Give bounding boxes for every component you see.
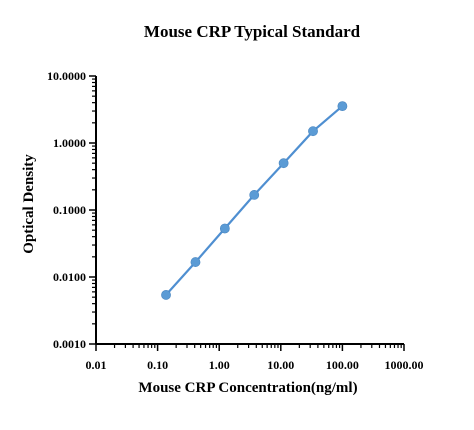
chart-title: Mouse CRP Typical Standard xyxy=(144,22,361,41)
x-tick-label: 1.00 xyxy=(209,358,230,372)
data-point xyxy=(249,190,260,200)
y-tick-label: 10.0000 xyxy=(47,69,86,83)
x-tick-label: 10.00 xyxy=(267,358,294,372)
data-point xyxy=(308,126,318,137)
y-axis-label: Optical Density xyxy=(21,154,37,254)
data-point xyxy=(161,290,171,300)
y-tick-label: 0.0010 xyxy=(53,337,86,351)
data-point xyxy=(337,101,348,112)
x-tick-label: 1000.00 xyxy=(385,358,424,372)
data-series xyxy=(161,101,348,300)
y-tick-label: 0.0100 xyxy=(53,270,86,284)
x-tick-label: 0.01 xyxy=(86,358,107,372)
y-tick-label: 0.1000 xyxy=(53,203,86,217)
axes: 0.01 0.10 1.00 10.00 100.00 1000.00 0.0010 0.01… xyxy=(47,69,424,372)
data-point xyxy=(190,257,201,267)
x-tick-label: 0.10 xyxy=(147,358,168,372)
data-point xyxy=(278,158,289,169)
data-point xyxy=(219,223,230,234)
y-tick-label: 1.0000 xyxy=(53,136,86,150)
x-axis-label: Mouse CRP Concentration(ng/ml) xyxy=(138,380,357,396)
x-tick-label: 100.00 xyxy=(326,358,359,372)
